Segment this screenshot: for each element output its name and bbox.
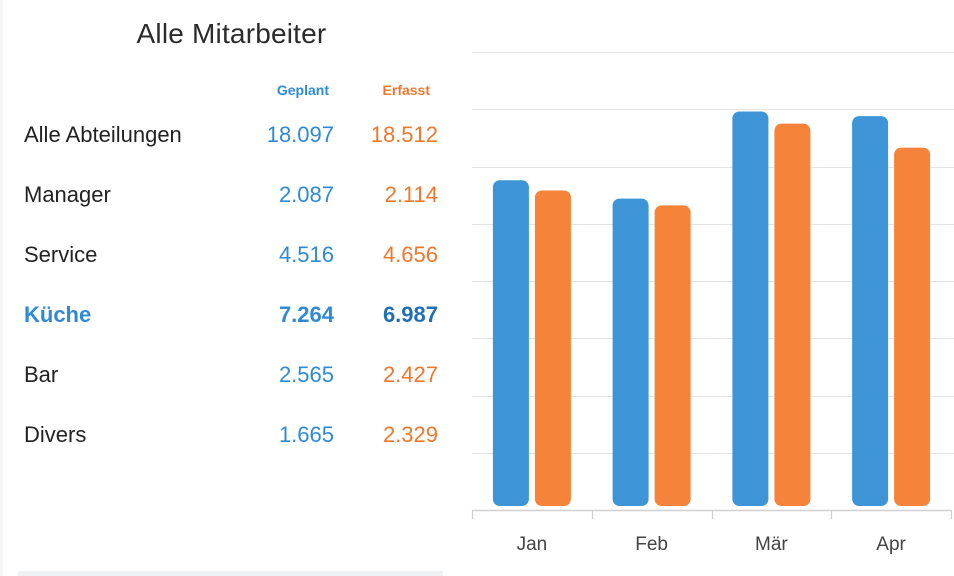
column-header-recorded: Erfasst [382,82,430,98]
department-row-divers[interactable]: Divers 1.665 2.329 [0,406,445,466]
summary-panel: Alle Mitarbeiter Geplant Erfasst Alle Ab… [0,0,445,576]
bar-planned-1 [612,198,649,506]
planned-value: 1.665 [278,422,334,447]
bar-recorded-0 [534,190,571,506]
planned-value: 2.087 [278,182,334,207]
department-row-bar[interactable]: Bar 2.565 2.427 [0,346,445,406]
panel-bottom-strip [18,571,443,576]
x-tick-label: Jan [517,534,548,555]
department-row-service[interactable]: Service 4.516 4.656 [0,226,445,286]
department-row-kueche[interactable]: Küche 7.264 6.987 [0,286,445,346]
department-name: Küche [24,302,92,327]
department-row-manager[interactable]: Manager 2.087 2.114 [0,166,445,226]
bar-planned-0 [492,180,529,506]
recorded-value: 18.512 [370,122,438,147]
bar-recorded-3 [894,147,931,506]
recorded-value: 4.656 [382,242,438,267]
department-name: Bar [24,362,59,387]
department-row-all[interactable]: Alle Abteilungen 18.097 18.512 [0,106,445,166]
recorded-value: 2.329 [382,422,438,447]
department-name: Alle Abteilungen [24,122,182,147]
bar-chart: Jan Feb Mär Apr [463,0,954,576]
x-tick-label: Feb [635,534,668,555]
planned-value: 2.565 [278,362,334,387]
department-name: Service [24,242,98,267]
planned-value: 7.264 [278,302,334,327]
department-name: Divers [24,422,87,447]
column-header-planned: Geplant [276,82,329,98]
recorded-value: 2.114 [384,182,438,207]
recorded-value: 2.427 [382,362,438,387]
bar-recorded-2 [774,123,811,506]
planned-value: 18.097 [266,122,334,147]
panel-title: Alle Mitarbeiter [136,18,327,49]
x-tick-label: Apr [876,534,906,555]
x-tick-label: Mär [755,534,788,555]
bar-planned-2 [732,111,769,506]
bar-recorded-1 [654,205,691,506]
planned-value: 4.516 [278,242,334,267]
bar-planned-3 [852,116,889,506]
department-name: Manager [24,182,111,207]
recorded-value: 6.987 [382,302,438,327]
department-list: Alle Abteilungen 18.097 18.512 Manager 2… [0,106,445,466]
bar-chart-svg: Jan Feb Mär Apr [471,52,954,555]
left-edge [0,0,3,576]
